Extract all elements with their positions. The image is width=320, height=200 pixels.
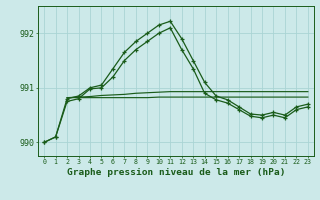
X-axis label: Graphe pression niveau de la mer (hPa): Graphe pression niveau de la mer (hPa)	[67, 168, 285, 177]
